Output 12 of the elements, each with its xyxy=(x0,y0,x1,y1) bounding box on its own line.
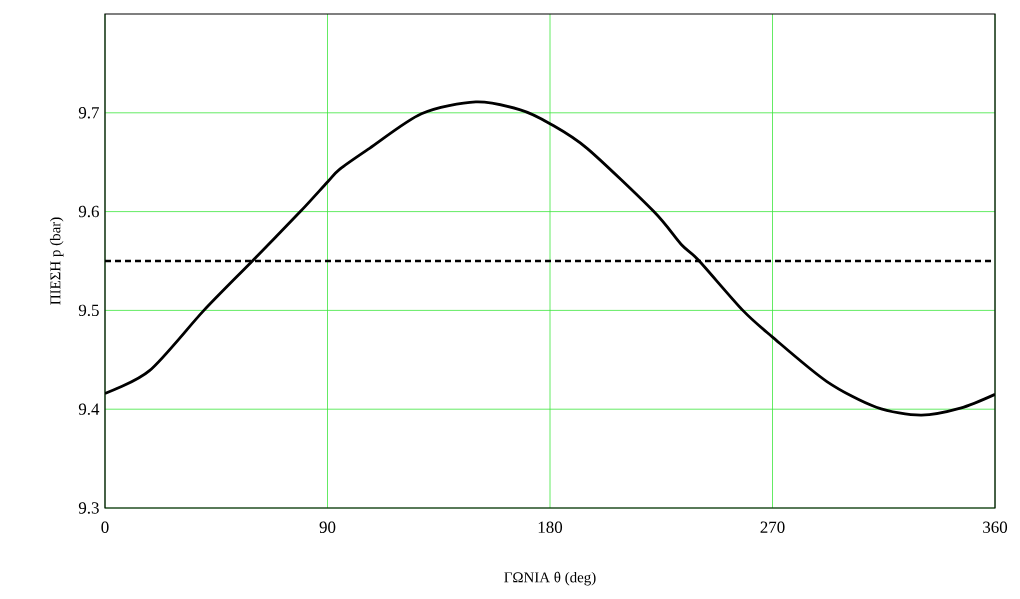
x-tick-label: 360 xyxy=(983,521,1008,533)
y-tick-label: 9.5 xyxy=(78,304,99,317)
y-tick-label: 9.7 xyxy=(78,107,99,119)
x-tick-label: 270 xyxy=(760,521,785,533)
y-tick-label: 9.6 xyxy=(78,205,99,218)
y-tick-label: 9.4 xyxy=(78,403,100,415)
x-tick-label: 90 xyxy=(319,521,336,533)
x-tick-label: 180 xyxy=(538,521,563,533)
x-axis-title: ΓΩΝΙΑ θ (deg) xyxy=(504,571,596,586)
y-tick-label: 9.3 xyxy=(78,502,99,514)
y-axis-title: ΠΙΕΣΗ p (bar) xyxy=(49,217,64,305)
x-tick-label: 0 xyxy=(101,521,109,533)
